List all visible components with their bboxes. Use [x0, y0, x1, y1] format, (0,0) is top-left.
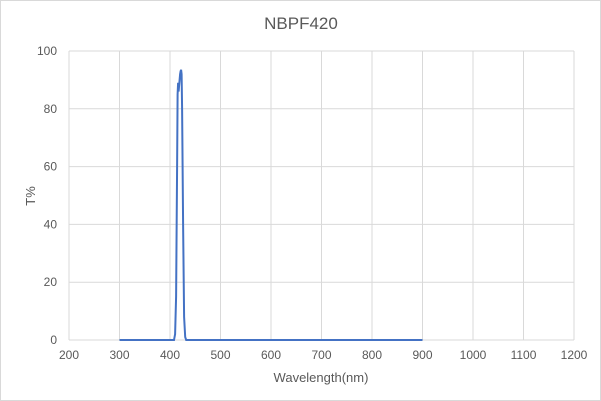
x-tick-label: 600 — [261, 348, 281, 362]
x-tick-label: 900 — [412, 348, 432, 362]
x-tick-label: 800 — [362, 348, 382, 362]
series-line — [119, 69, 423, 341]
x-tick-label: 200 — [59, 348, 79, 362]
x-tick-label: 700 — [311, 348, 331, 362]
y-tick-label: 40 — [44, 217, 58, 231]
y-tick-label: 20 — [44, 275, 58, 289]
y-tick-label: 60 — [44, 160, 58, 174]
y-tick-label: 100 — [37, 44, 57, 58]
x-tick-label: 1200 — [561, 348, 588, 362]
x-tick-label: 500 — [210, 348, 230, 362]
x-axis-label: Wavelength(nm) — [274, 370, 369, 385]
x-tick-label: 300 — [109, 348, 129, 362]
x-tick-label: 400 — [160, 348, 180, 362]
x-tick-label: 1000 — [460, 348, 487, 362]
chart-title: NBPF420 — [264, 14, 338, 33]
y-tick-label: 80 — [44, 102, 58, 116]
y-tick-label: 0 — [50, 333, 57, 347]
y-axis-label: T% — [23, 186, 38, 206]
x-tick-label: 1100 — [511, 348, 537, 362]
